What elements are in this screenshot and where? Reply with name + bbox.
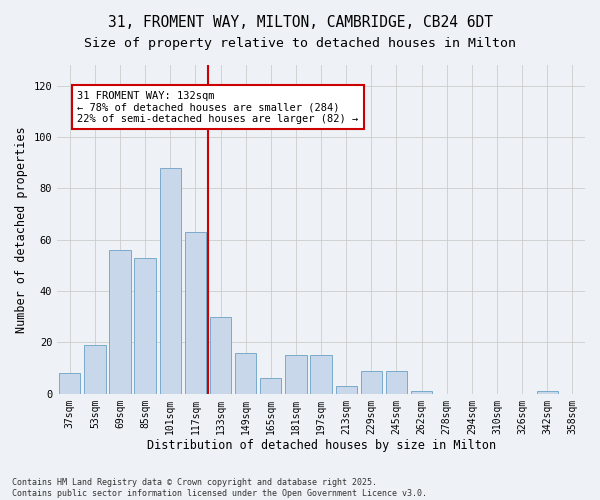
Bar	[84, 345, 106, 394]
Bar	[260, 378, 281, 394]
Bar	[59, 374, 80, 394]
Text: Size of property relative to detached houses in Milton: Size of property relative to detached ho…	[84, 38, 516, 51]
Text: Contains HM Land Registry data © Crown copyright and database right 2025.
Contai: Contains HM Land Registry data © Crown c…	[12, 478, 427, 498]
Bar	[411, 392, 433, 394]
Bar	[335, 386, 357, 394]
Bar	[386, 370, 407, 394]
X-axis label: Distribution of detached houses by size in Milton: Distribution of detached houses by size …	[146, 440, 496, 452]
Bar	[285, 356, 307, 394]
Bar	[310, 356, 332, 394]
Bar	[235, 352, 256, 394]
Bar	[536, 392, 558, 394]
Text: 31 FROMENT WAY: 132sqm
← 78% of detached houses are smaller (284)
22% of semi-de: 31 FROMENT WAY: 132sqm ← 78% of detached…	[77, 90, 359, 124]
Bar	[109, 250, 131, 394]
Bar	[185, 232, 206, 394]
Bar	[210, 317, 231, 394]
Y-axis label: Number of detached properties: Number of detached properties	[15, 126, 28, 332]
Text: 31, FROMENT WAY, MILTON, CAMBRIDGE, CB24 6DT: 31, FROMENT WAY, MILTON, CAMBRIDGE, CB24…	[107, 15, 493, 30]
Bar	[160, 168, 181, 394]
Bar	[134, 258, 156, 394]
Bar	[361, 370, 382, 394]
